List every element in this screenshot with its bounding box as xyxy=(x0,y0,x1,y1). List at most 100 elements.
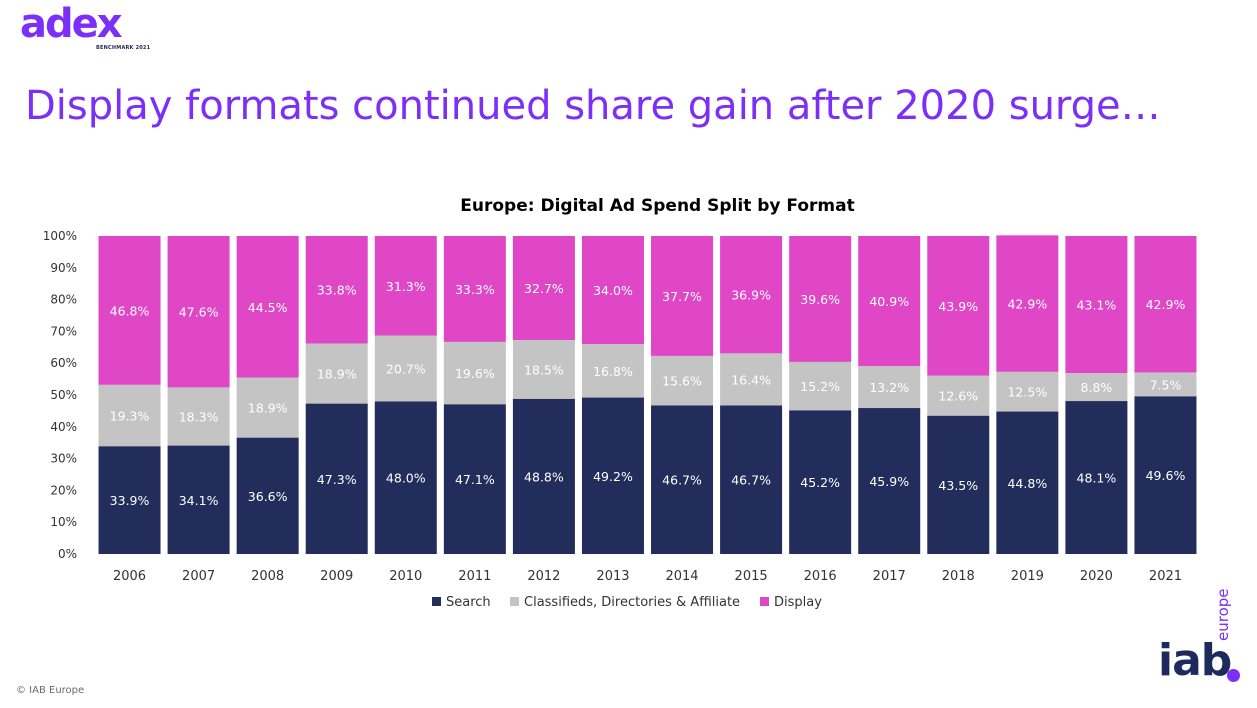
x-tick-label: 2006 xyxy=(113,569,146,584)
data-label: 49.2% xyxy=(593,469,633,484)
y-tick-label: 20% xyxy=(50,483,77,497)
data-label: 43.1% xyxy=(1077,298,1117,313)
legend-swatch xyxy=(510,597,519,606)
data-label: 47.1% xyxy=(455,472,495,487)
data-label: 42.9% xyxy=(1146,297,1186,312)
bar-segment xyxy=(651,405,714,554)
y-tick-label: 70% xyxy=(50,324,77,338)
iab-logo-word: iab xyxy=(1158,635,1232,686)
data-label: 12.5% xyxy=(1007,385,1047,400)
y-tick-label: 60% xyxy=(50,356,77,370)
bar-segment xyxy=(167,387,230,446)
bar-segment xyxy=(720,405,783,554)
data-label: 36.6% xyxy=(248,489,288,504)
x-tick-label: 2016 xyxy=(804,569,837,584)
bar-segment xyxy=(236,377,299,438)
bar-segment xyxy=(305,343,368,404)
bar-segment xyxy=(512,236,575,340)
y-tick-label: 10% xyxy=(50,515,77,529)
bar-segment xyxy=(305,403,368,554)
copyright-text: © IAB Europe xyxy=(16,685,85,696)
bar-segment xyxy=(651,236,714,356)
bar-segment xyxy=(512,398,575,554)
data-label: 15.2% xyxy=(800,379,840,394)
data-label: 33.9% xyxy=(110,493,150,508)
data-label: 33.8% xyxy=(317,283,357,298)
data-label: 40.9% xyxy=(869,294,909,309)
data-label: 15.6% xyxy=(662,374,702,389)
bar-segment xyxy=(789,236,852,362)
bar-segment xyxy=(1065,401,1128,554)
data-label: 19.6% xyxy=(455,366,495,381)
y-tick-label: 0% xyxy=(58,547,77,561)
x-tick-label: 2011 xyxy=(458,569,491,584)
x-tick-label: 2014 xyxy=(665,569,698,584)
bar-segment xyxy=(1065,373,1128,402)
iab-logo-dot xyxy=(1227,669,1240,682)
bar-segment xyxy=(720,236,783,354)
y-tick-label: 40% xyxy=(50,420,77,434)
bar-segment xyxy=(581,397,644,554)
data-label: 16.4% xyxy=(731,372,771,387)
x-tick-label: 2008 xyxy=(251,569,284,584)
data-label: 46.7% xyxy=(662,473,702,488)
x-tick-label: 2017 xyxy=(873,569,906,584)
bar-segment xyxy=(1134,396,1197,554)
bar-segment xyxy=(98,384,161,447)
bar-segment xyxy=(858,236,921,367)
data-label: 43.9% xyxy=(938,299,978,314)
legend-label: Classifieds, Directories & Affiliate xyxy=(524,595,740,610)
bar-segment xyxy=(98,236,161,385)
data-label: 18.5% xyxy=(524,362,564,377)
data-label: 33.3% xyxy=(455,282,495,297)
x-tick-label: 2007 xyxy=(182,569,215,584)
data-label: 46.8% xyxy=(110,303,150,318)
x-tick-label: 2018 xyxy=(942,569,975,584)
bar-segment xyxy=(996,411,1059,554)
data-label: 48.1% xyxy=(1077,471,1117,486)
slide-headline: Display formats continued share gain aft… xyxy=(25,83,1161,129)
bar-segment xyxy=(1134,236,1197,373)
data-label: 19.3% xyxy=(110,409,150,424)
bar-segment xyxy=(858,408,921,554)
bar-segment xyxy=(789,361,852,411)
data-label: 34.0% xyxy=(593,283,633,298)
data-label: 43.5% xyxy=(938,478,978,493)
data-label: 39.6% xyxy=(800,292,840,307)
bar-segment xyxy=(1065,236,1128,374)
bar-segment xyxy=(443,341,506,405)
y-tick-label: 50% xyxy=(50,388,77,402)
data-label: 45.2% xyxy=(800,475,840,490)
data-label: 32.7% xyxy=(524,281,564,296)
data-label: 18.9% xyxy=(317,367,357,382)
bar-segment xyxy=(443,404,506,554)
data-label: 16.8% xyxy=(593,364,633,379)
bar-segment xyxy=(374,335,437,402)
legend-label: Search xyxy=(446,595,491,610)
bar-segment xyxy=(1134,372,1197,397)
x-tick-label: 2009 xyxy=(320,569,353,584)
data-label: 47.3% xyxy=(317,472,357,487)
bar-segment xyxy=(858,366,921,409)
data-label: 12.6% xyxy=(938,389,978,404)
data-label: 47.6% xyxy=(179,305,219,320)
data-label: 49.6% xyxy=(1146,468,1186,483)
data-label: 13.2% xyxy=(869,380,909,395)
data-label: 44.5% xyxy=(248,300,288,315)
bar-segment xyxy=(581,236,644,345)
bar-segment xyxy=(443,236,506,342)
bar-segment xyxy=(305,236,368,344)
data-label: 45.9% xyxy=(869,474,909,489)
adex-logo: adex BENCHMARK 2021 xyxy=(20,1,150,51)
y-tick-label: 100% xyxy=(43,229,77,243)
bar-segment xyxy=(996,371,1059,412)
data-label: 46.7% xyxy=(731,473,771,488)
stacked-bar-chart: Europe: Digital Ad Spend Split by Format… xyxy=(43,196,1197,610)
y-tick-label: 30% xyxy=(50,452,77,466)
iab-europe-logo: iab europe xyxy=(1158,589,1248,695)
legend-swatch xyxy=(432,597,441,606)
data-label: 18.9% xyxy=(248,401,288,416)
adex-logo-word: adex xyxy=(20,1,123,47)
adex-logo-subtitle: BENCHMARK 2021 xyxy=(96,45,151,51)
data-label: 7.5% xyxy=(1150,377,1182,392)
